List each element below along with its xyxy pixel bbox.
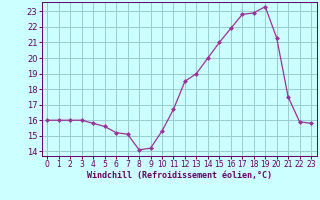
X-axis label: Windchill (Refroidissement éolien,°C): Windchill (Refroidissement éolien,°C) <box>87 171 272 180</box>
